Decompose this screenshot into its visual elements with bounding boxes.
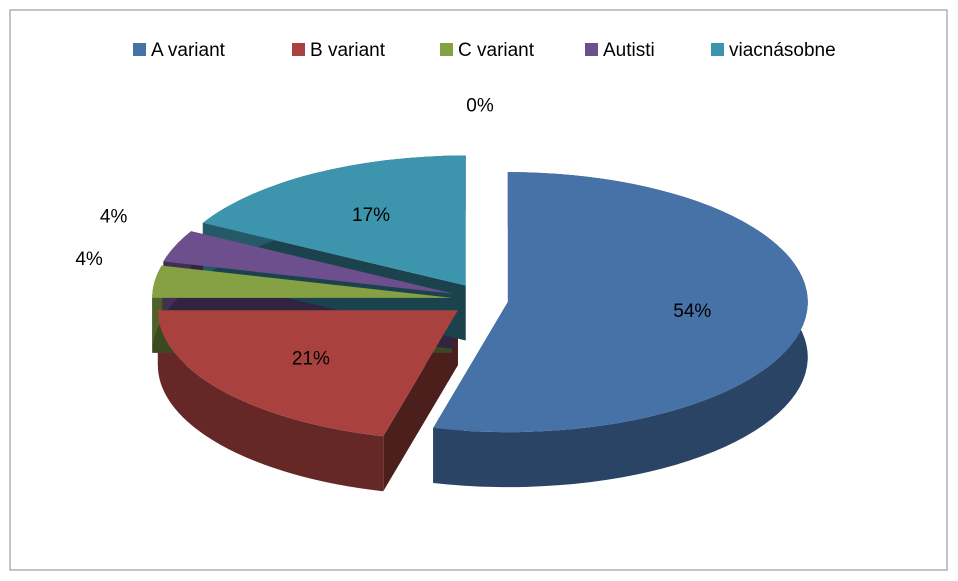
slice	[157, 310, 458, 437]
legend-swatch	[711, 43, 724, 56]
data-label: 0%	[466, 96, 494, 117]
legend-label: C variant	[458, 40, 535, 61]
slice-wall	[157, 310, 384, 492]
slice	[163, 231, 454, 294]
legend-swatch	[292, 43, 305, 56]
data-label: 4%	[75, 249, 103, 270]
data-label: 21%	[292, 349, 330, 370]
legend-label: A variant	[151, 40, 226, 61]
slice	[433, 172, 808, 433]
legend-label: viacnásobne	[729, 40, 836, 61]
legend-swatch	[440, 43, 453, 56]
data-label: 54%	[673, 301, 711, 322]
data-label: 4%	[100, 206, 128, 227]
slice	[202, 155, 466, 286]
legend-label: Autisti	[603, 40, 655, 61]
legend-label: B variant	[310, 40, 386, 61]
slice	[152, 265, 453, 298]
legend-swatch	[133, 43, 146, 56]
legend-swatch	[585, 43, 598, 56]
data-label: 17%	[352, 205, 390, 226]
